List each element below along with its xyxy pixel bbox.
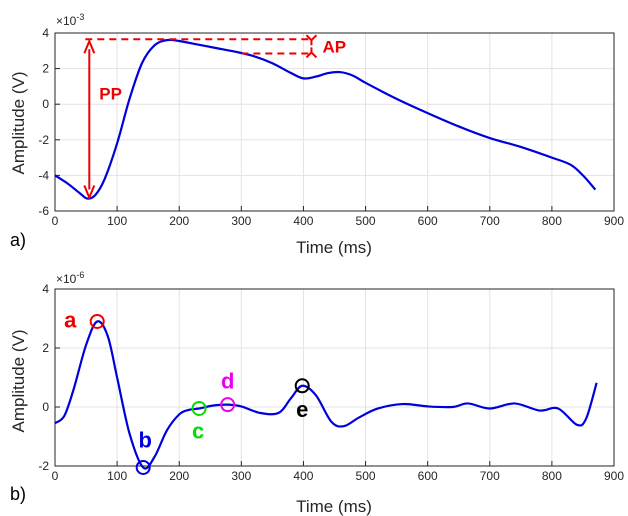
marker-a xyxy=(89,313,105,329)
x-tick-label: 100 xyxy=(107,214,127,228)
x-tick-label: 300 xyxy=(231,469,251,483)
marker-d xyxy=(220,397,236,413)
x-tick-label: 300 xyxy=(231,214,251,228)
marker-label-c: c xyxy=(192,418,204,443)
x-tick-label: 100 xyxy=(107,469,127,483)
x-tick-label: 500 xyxy=(356,469,376,483)
axes-frame-b xyxy=(54,288,615,467)
y-exponent-a: ×10-3 xyxy=(56,12,84,28)
x-tick-label: 200 xyxy=(169,214,189,228)
y-tick-label: 2 xyxy=(42,62,49,76)
plot-area-b xyxy=(55,289,614,466)
x-tick-label: 800 xyxy=(542,214,562,228)
marker-e xyxy=(294,378,310,394)
panel-label-b: b) xyxy=(10,484,26,504)
ap-label: AP xyxy=(322,37,346,56)
y-tick-label: -4 xyxy=(38,168,49,182)
y-tick-label: 4 xyxy=(42,26,49,40)
x-tick-label: 400 xyxy=(293,469,313,483)
series-line-a xyxy=(54,38,597,200)
plot-area-a xyxy=(55,33,614,211)
y-tick-label: -2 xyxy=(38,459,49,473)
pp-arrow-head-bottom xyxy=(83,185,96,201)
panel-label-a: a) xyxy=(10,230,26,250)
axes-frame-a xyxy=(54,32,615,212)
x-tick-label: 900 xyxy=(604,469,624,483)
pp-arrow-head-top xyxy=(83,38,96,54)
x-tick-label: 600 xyxy=(418,214,438,228)
marker-label-b: b xyxy=(138,427,151,452)
y-tick-label: -6 xyxy=(38,204,49,218)
x-axis-label-b: Time (ms) xyxy=(296,497,372,516)
x-tick-label: 900 xyxy=(604,214,624,228)
series-line-b xyxy=(54,320,598,470)
x-tick-label: 600 xyxy=(418,469,438,483)
pp-label: PP xyxy=(99,84,122,103)
marker-c xyxy=(191,400,207,416)
x-tick-label: 0 xyxy=(52,469,59,483)
marker-label-d: d xyxy=(221,369,234,394)
marker-b xyxy=(135,459,151,475)
x-tick-label: 700 xyxy=(480,469,500,483)
y-tick-label: 0 xyxy=(42,400,49,414)
y-tick-label: 2 xyxy=(42,341,49,355)
x-tick-label: 800 xyxy=(542,469,562,483)
chart-panel-a: 0 100 200 300 400 500 600 700 800 900 -6 -4 -2 0 2 4 PP A… xyxy=(38,26,624,228)
y-tick-label: 0 xyxy=(42,97,49,111)
x-tick-label: 500 xyxy=(356,214,376,228)
marker-label-e: e xyxy=(296,397,308,422)
y-axis-label-b: Amplitude (V) xyxy=(9,330,28,433)
y-axis-label-a: Amplitude (V) xyxy=(9,72,28,175)
x-tick-label: 700 xyxy=(480,214,500,228)
x-tick-label: 0 xyxy=(52,214,59,228)
y-tick-label: -2 xyxy=(38,133,49,147)
marker-label-a: a xyxy=(64,307,77,332)
x-axis-label-a: Time (ms) xyxy=(296,238,372,257)
y-exponent-b: ×10-6 xyxy=(56,270,84,286)
x-tick-label: 400 xyxy=(293,214,313,228)
y-tick-label: 4 xyxy=(42,282,49,296)
x-tick-label: 200 xyxy=(169,469,189,483)
